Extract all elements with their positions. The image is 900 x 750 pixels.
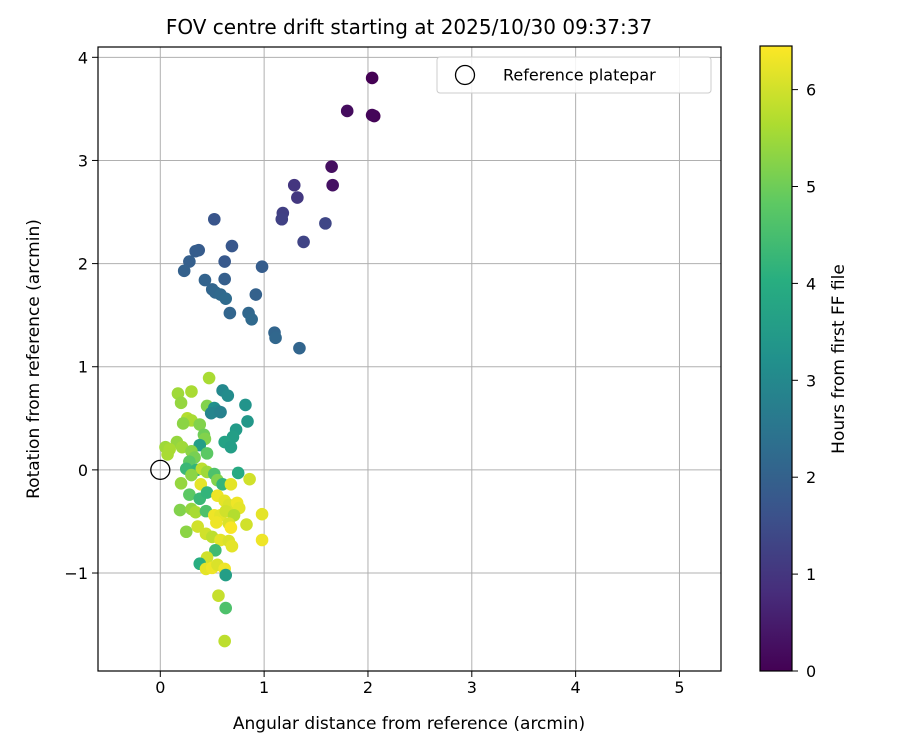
x-tick-label: 0 (155, 678, 165, 697)
data-point (174, 396, 188, 410)
colorbar-ticks: 0 1 2 3 4 5 6 (792, 81, 816, 681)
legend-box (436, 56, 712, 94)
data-point (325, 160, 338, 173)
legend-entry-reference-platepar: Reference platepar (503, 66, 656, 85)
data-point (179, 525, 193, 539)
data-point (189, 505, 202, 519)
colorbar-gradient (759, 45, 793, 672)
data-point (287, 178, 301, 192)
data-point (218, 272, 231, 286)
data-point (365, 108, 379, 122)
data-point (225, 239, 239, 253)
y-tick-label: 3 (78, 151, 88, 170)
x-ticks: 0 1 2 3 4 5 (155, 671, 685, 697)
data-point (340, 104, 354, 118)
y-tick-label: 1 (78, 358, 88, 377)
data-point (191, 520, 204, 533)
data-point (218, 255, 231, 268)
data-point (174, 476, 188, 490)
colorbar-label: Hours from first FF file (829, 264, 849, 454)
plot-frame (97, 46, 722, 672)
x-tick-label: 1 (259, 678, 269, 697)
data-point (319, 217, 332, 230)
colorbar-tick-label: 1 (806, 565, 816, 584)
data-point (255, 507, 269, 521)
legend: Reference platepar (436, 56, 712, 94)
grid (98, 47, 721, 671)
data-points (159, 71, 381, 648)
legend-marker (454, 64, 476, 86)
data-point (255, 533, 269, 547)
data-point (225, 539, 239, 553)
data-point (185, 385, 198, 398)
data-point (224, 478, 238, 491)
data-point (243, 472, 256, 486)
colorbar-tick-label: 6 (806, 81, 816, 100)
data-point (212, 589, 225, 603)
reference-point-marker (150, 459, 171, 481)
data-point (221, 389, 235, 402)
data-point (200, 447, 214, 460)
data-point (176, 417, 190, 430)
reference-marker-group (150, 459, 171, 481)
colorbar-tick-label: 2 (806, 468, 816, 487)
data-point (249, 288, 263, 301)
data-point (218, 634, 231, 648)
data-point (210, 516, 223, 529)
y-tick-label: −1 (64, 564, 88, 583)
y-tick-label: 0 (78, 461, 88, 480)
data-point (202, 371, 216, 385)
colorbar-tick-label: 4 (806, 274, 816, 293)
data-point (173, 503, 187, 517)
data-point (204, 406, 218, 420)
data-point (207, 212, 221, 226)
chart-title: FOV centre drift starting at 2025/10/30 … (166, 15, 652, 39)
data-point (200, 486, 214, 499)
data-point (224, 440, 238, 454)
data-point (189, 244, 202, 258)
data-point (297, 235, 310, 249)
data-point (326, 178, 339, 192)
y-tick-label: 2 (78, 255, 88, 274)
data-point (240, 518, 253, 531)
y-axis-label: Rotation from reference (arcmin) (24, 219, 44, 499)
data-point (224, 521, 238, 534)
data-point (275, 212, 289, 226)
data-point (183, 488, 196, 501)
colorbar: 0 1 2 3 4 5 6 Hours from first FF file (759, 45, 849, 681)
data-point (223, 306, 237, 320)
x-axis-label: Angular distance from reference (arcmin) (233, 714, 585, 734)
data-point (293, 341, 306, 355)
colorbar-tick-label: 5 (806, 178, 816, 197)
data-point (219, 292, 233, 305)
data-point (177, 264, 191, 278)
data-point (185, 468, 198, 482)
x-tick-label: 2 (363, 678, 373, 697)
data-point (161, 448, 174, 461)
y-ticks: −1 0 1 2 3 4 (64, 48, 98, 583)
data-point (209, 544, 222, 557)
colorbar-tick-label: 3 (806, 371, 816, 390)
colorbar-tick-label: 0 (806, 662, 816, 681)
x-tick-label: 3 (467, 678, 477, 697)
data-point (231, 466, 245, 480)
data-point (269, 331, 282, 345)
data-point (198, 273, 212, 287)
data-point (193, 418, 207, 431)
y-tick-label: 4 (78, 48, 88, 67)
data-point (291, 191, 304, 204)
data-point (365, 71, 379, 85)
data-point (245, 312, 258, 326)
data-point (241, 415, 254, 428)
data-point (183, 255, 196, 268)
data-point (255, 260, 269, 273)
data-point (239, 398, 252, 412)
x-tick-label: 5 (674, 678, 684, 697)
data-point (219, 601, 233, 615)
x-tick-label: 4 (571, 678, 581, 697)
data-point (214, 405, 227, 419)
data-point (219, 568, 233, 582)
